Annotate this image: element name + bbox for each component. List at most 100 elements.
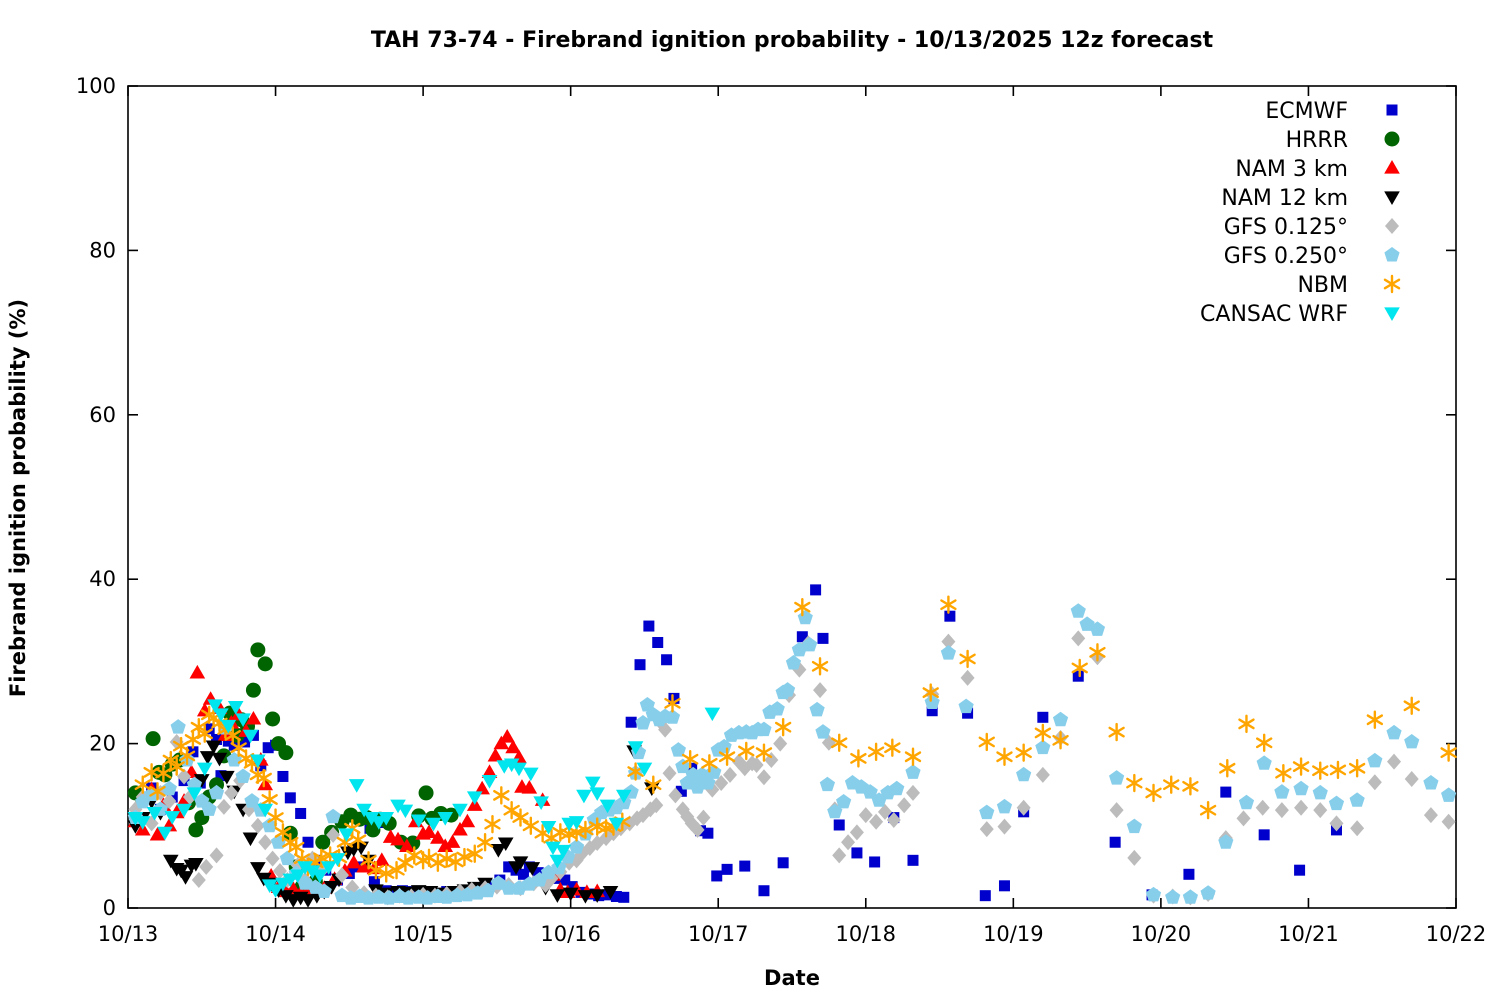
data-point (670, 742, 686, 757)
data-point (363, 811, 380, 826)
data-point (905, 784, 920, 801)
data-point (400, 890, 416, 905)
data-point (235, 768, 251, 783)
data-point (1182, 777, 1199, 796)
data-point (585, 776, 601, 791)
data-point (484, 814, 501, 834)
data-point (779, 682, 796, 697)
data-point (850, 749, 867, 768)
data-point (940, 645, 957, 660)
data-point (851, 847, 863, 859)
legend-label: HRRR (1286, 128, 1348, 153)
data-point (635, 715, 651, 730)
data-point (207, 699, 223, 713)
data-point (320, 861, 337, 875)
data-point (1218, 834, 1234, 849)
legend-item-nam-12-km: NAM 12 km (1221, 186, 1400, 211)
data-point (452, 803, 468, 818)
data-point (701, 754, 718, 773)
data-point (284, 792, 296, 804)
data-point (278, 745, 294, 761)
data-point (196, 762, 213, 777)
legend-item-gfs-0-125-: GFS 0.125° (1224, 215, 1399, 240)
data-point (1070, 603, 1086, 618)
data-point (208, 784, 225, 800)
data-point (189, 664, 206, 679)
data-point (1089, 621, 1106, 636)
legend: ECMWF HRRR NAM 3 km NAM 12 km GFS 0.125° GFS … (1200, 99, 1401, 327)
data-point (162, 854, 179, 869)
data-point (278, 890, 294, 904)
data-point (1200, 885, 1216, 900)
plot-border (127, 85, 1457, 909)
data-point (250, 754, 266, 769)
data-point (438, 849, 455, 868)
data-point (661, 654, 673, 666)
data-point (1052, 731, 1069, 750)
x-tick-label: 10/21 (1278, 922, 1339, 946)
data-point (566, 881, 578, 893)
data-point (196, 724, 213, 743)
data-point (755, 743, 773, 762)
data-point (452, 821, 468, 836)
data-point (907, 854, 919, 866)
data-point (325, 808, 341, 824)
data-point (297, 861, 313, 875)
data-point (714, 775, 729, 792)
data-point (326, 826, 341, 843)
data-point (769, 701, 785, 716)
data-point (313, 848, 330, 868)
data-point (702, 827, 714, 839)
data-point (924, 694, 940, 709)
data-point (1071, 630, 1086, 647)
data-point (889, 780, 905, 796)
data-point (559, 874, 571, 886)
data-point (205, 740, 222, 755)
data-point (996, 798, 1013, 814)
data-point (815, 724, 831, 739)
data-point (649, 797, 664, 814)
data-point (773, 735, 788, 752)
data-point (178, 746, 196, 766)
data-point (220, 719, 237, 734)
data-point (849, 824, 864, 841)
data-point (505, 739, 521, 754)
data-point (242, 729, 259, 744)
data-point (1312, 784, 1328, 800)
data-point (738, 741, 755, 761)
data-point (250, 642, 266, 658)
data-point (388, 860, 405, 880)
data-point (1126, 773, 1143, 793)
data-point (235, 713, 251, 727)
data-point (466, 844, 483, 863)
data-point (1016, 766, 1032, 782)
data-point (397, 804, 414, 819)
data-point (533, 796, 549, 810)
data-point (230, 738, 247, 757)
data-point (1403, 696, 1420, 715)
data-point (941, 633, 956, 650)
data-point (345, 854, 362, 869)
data-point (1367, 774, 1382, 791)
data-point (145, 731, 161, 747)
data-point (1145, 886, 1162, 902)
data-point (521, 779, 538, 794)
data-point (627, 741, 644, 755)
legend-label: GFS 0.250° (1224, 244, 1348, 269)
data-point (869, 856, 881, 868)
data-point (1423, 807, 1438, 824)
data-point (555, 844, 572, 859)
data-point (867, 742, 885, 762)
data-point (1441, 787, 1457, 802)
data-point (718, 747, 736, 766)
x-tick-label: 10/15 (393, 922, 454, 946)
data-point (1145, 783, 1162, 803)
data-point (397, 853, 414, 872)
data-point (1384, 191, 1400, 205)
data-point (168, 757, 185, 776)
legend-label: NAM 3 km (1235, 157, 1348, 182)
data-point (371, 889, 387, 904)
data-point (199, 751, 216, 765)
